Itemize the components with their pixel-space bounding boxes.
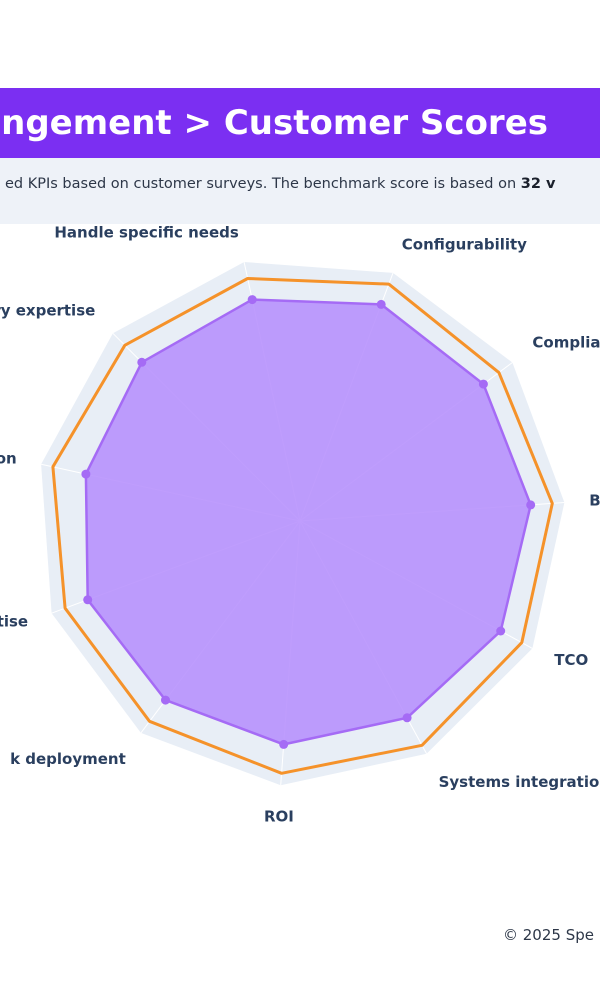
score-point bbox=[526, 500, 536, 510]
subtitle-text: ed KPIs based on customer surveys. The b… bbox=[5, 176, 521, 192]
score-point bbox=[247, 295, 257, 305]
subtitle: ed KPIs based on customer surveys. The b… bbox=[5, 174, 555, 194]
score-point bbox=[496, 626, 506, 636]
benchmark-series bbox=[51, 277, 554, 775]
score-point bbox=[81, 469, 91, 479]
footer-copyright: © 2025 Spe bbox=[503, 926, 594, 944]
axis-label: Systems integration bbox=[439, 773, 600, 791]
axis-label: ation bbox=[0, 449, 17, 467]
axis-label: Configurability bbox=[402, 235, 527, 253]
axis-label: Complian bbox=[532, 334, 600, 352]
axis-label: Busi bbox=[589, 491, 600, 509]
axis-labels: Busi TCO Systems integration ROI k deploymen… bbox=[0, 224, 600, 825]
axis-label: rtise bbox=[0, 612, 28, 630]
score-point bbox=[83, 595, 93, 605]
axis-label: Handle specific needs bbox=[54, 224, 238, 242]
score-point bbox=[279, 739, 289, 749]
score-point bbox=[376, 299, 386, 309]
score-series bbox=[84, 298, 532, 746]
score-points bbox=[81, 295, 536, 749]
axis-label: TCO bbox=[554, 651, 588, 669]
subtitle-bold: 32 v bbox=[520, 176, 556, 192]
score-point bbox=[137, 357, 147, 367]
score-point bbox=[402, 713, 412, 723]
page-title: ngement > Customer Scores bbox=[1, 103, 548, 143]
axis-label: ROI bbox=[264, 807, 294, 825]
subtitle-band: ed KPIs based on customer surveys. The b… bbox=[0, 158, 600, 224]
axis-label: stry expertise bbox=[0, 302, 95, 320]
axis-label: k deployment bbox=[10, 750, 126, 768]
radar-chart: Busi TCO Systems integration ROI k deploymen… bbox=[0, 224, 600, 825]
score-point bbox=[161, 695, 170, 705]
header-banner: ngement > Customer Scores bbox=[0, 88, 600, 158]
score-point bbox=[478, 379, 488, 389]
